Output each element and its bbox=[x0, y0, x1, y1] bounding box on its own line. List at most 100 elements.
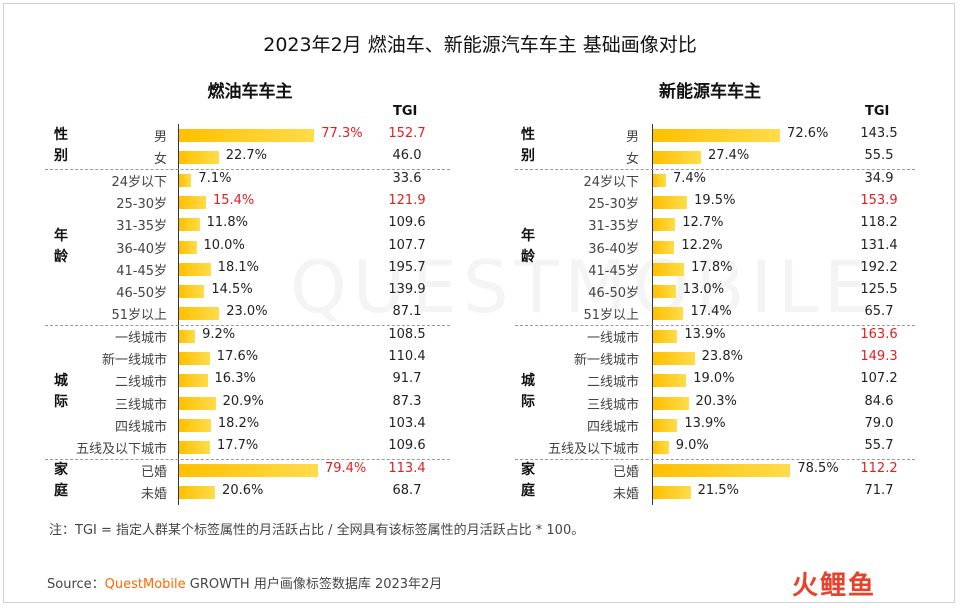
ev-category-label: 三线城市 bbox=[586, 397, 639, 413]
ev-value-label: 9.0% bbox=[675, 438, 709, 454]
fuel-category-label: 已婚 bbox=[140, 464, 167, 480]
fuel-bar bbox=[179, 485, 216, 499]
fuel-value-label: 11.8% bbox=[206, 215, 248, 231]
fuel-category-label: 一线城市 bbox=[114, 330, 167, 346]
source-brand: QuestMobile bbox=[104, 577, 186, 592]
ev-tgi-value: 34.9 bbox=[864, 170, 894, 186]
fuel-bar bbox=[179, 307, 220, 321]
fuel-bar bbox=[179, 463, 318, 477]
fuel-category-label: 36-40岁 bbox=[116, 241, 167, 257]
ev-category-label: 五线及以下城市 bbox=[547, 442, 639, 458]
fuel-category-label: 41-45岁 bbox=[116, 263, 167, 279]
fuel-category-label: 46-50岁 bbox=[116, 286, 167, 302]
fuel-bar bbox=[179, 374, 208, 388]
fuel-category-label: 三线城市 bbox=[114, 397, 167, 413]
chart-title: 2023年2月 燃油车、新能源汽车车主 基础画像对比 bbox=[263, 34, 697, 56]
ev-bar bbox=[653, 262, 685, 276]
ev-value-label: 72.6% bbox=[787, 126, 829, 141]
ev-group-divider bbox=[515, 168, 915, 170]
brand-logo: 火鲤鱼 bbox=[792, 571, 877, 601]
ev-tgi-value: 107.2 bbox=[860, 371, 898, 387]
fuel-tgi-value: 113.4 bbox=[388, 460, 426, 476]
fuel-value-label: 23.0% bbox=[226, 304, 268, 320]
watermark: QUESTMOBILE bbox=[290, 245, 876, 329]
ev-tgi-value: 65.7 bbox=[864, 304, 894, 320]
ev-group-label: 城际 bbox=[521, 372, 535, 410]
fuel-value-label: 17.7% bbox=[216, 438, 259, 454]
fuel-tgi-value: 109.6 bbox=[388, 215, 426, 231]
ev-bar bbox=[653, 195, 688, 209]
fuel-tgi-value: 121.9 bbox=[388, 192, 426, 208]
ev-value-label: 19.5% bbox=[694, 192, 736, 208]
fuel-value-label: 15.4% bbox=[212, 192, 255, 208]
ev-panel-title: 新能源车车主 bbox=[659, 82, 761, 102]
fuel-tgi-value: 87.1 bbox=[392, 304, 422, 320]
ev-bar bbox=[653, 307, 684, 321]
fuel-tgi-value: 91.7 bbox=[392, 371, 422, 387]
ev-value-label: 12.7% bbox=[682, 215, 724, 231]
fuel-category-label: 新一线城市 bbox=[101, 353, 167, 368]
ev-tgi-value: 55.5 bbox=[864, 148, 894, 164]
ev-group-label: 性别 bbox=[521, 127, 535, 165]
ev-tgi-value: 143.5 bbox=[860, 126, 898, 141]
ev-bar bbox=[653, 240, 675, 254]
fuel-group-divider bbox=[45, 458, 450, 460]
ev-value-label: 78.5% bbox=[797, 460, 839, 476]
fuel-value-label: 9.2% bbox=[202, 326, 236, 342]
fuel-bar bbox=[179, 441, 210, 455]
ev-tgi-value: 131.4 bbox=[860, 237, 898, 253]
fuel-tgi-value: 109.6 bbox=[388, 438, 426, 454]
ev-bar bbox=[653, 285, 676, 299]
ev-group-label: 家庭 bbox=[521, 461, 535, 499]
ev-tgi-header: TGI bbox=[865, 104, 890, 119]
fuel-tgi-value: 46.0 bbox=[392, 148, 422, 164]
fuel-group-divider bbox=[45, 168, 450, 170]
ev-value-label: 13.9% bbox=[684, 326, 726, 342]
ev-tgi-value: 71.7 bbox=[864, 482, 894, 498]
ev-category-label: 36-40岁 bbox=[588, 241, 639, 257]
ev-category-label: 新一线城市 bbox=[573, 353, 639, 368]
ev-tgi-value: 118.2 bbox=[860, 215, 898, 231]
fuel-category-label: 25-30岁 bbox=[116, 196, 167, 212]
fuel-bar bbox=[179, 129, 315, 142]
fuel-category-label: 男 bbox=[153, 130, 167, 145]
ev-value-label: 12.2% bbox=[681, 237, 723, 253]
fuel-category-label: 女 bbox=[153, 152, 167, 168]
fuel-bar bbox=[179, 240, 197, 254]
fuel-bar bbox=[179, 329, 196, 343]
fuel-bar bbox=[179, 173, 192, 187]
ev-category-label: 24岁以下 bbox=[583, 174, 639, 190]
fuel-category-label: 24岁以下 bbox=[111, 174, 167, 190]
ev-tgi-value: 112.2 bbox=[860, 460, 898, 476]
ev-category-label: 41-45岁 bbox=[588, 263, 639, 279]
ev-category-label: 二线城市 bbox=[586, 375, 639, 391]
fuel-axis-line bbox=[178, 124, 179, 506]
ev-bar bbox=[653, 463, 791, 477]
fuel-category-label: 五线及以下城市 bbox=[75, 442, 167, 458]
ev-value-label: 27.4% bbox=[707, 148, 750, 164]
fuel-group-label: 家庭 bbox=[54, 461, 68, 499]
ev-category-label: 51岁以上 bbox=[583, 308, 639, 324]
fuel-value-label: 14.5% bbox=[211, 282, 253, 298]
ev-bar bbox=[653, 485, 691, 499]
ev-bar bbox=[653, 396, 689, 410]
ev-value-label: 17.8% bbox=[691, 259, 733, 275]
footnote: 注：TGI = 指定人群某个标签属性的月活跃占比 / 全网具有该标签属性的月活跃… bbox=[49, 523, 585, 538]
fuel-category-label: 四线城市 bbox=[114, 419, 167, 435]
fuel-group-label: 年龄 bbox=[54, 227, 68, 265]
fuel-tgi-value: 152.7 bbox=[388, 126, 426, 141]
ev-tgi-value: 55.7 bbox=[864, 438, 894, 454]
ev-category-label: 四线城市 bbox=[586, 419, 639, 435]
fuel-bar bbox=[179, 418, 211, 432]
ev-tgi-value: 84.6 bbox=[864, 393, 894, 409]
fuel-group-label: 性别 bbox=[54, 127, 68, 165]
ev-category-label: 31-35岁 bbox=[588, 219, 639, 235]
ev-category-label: 46-50岁 bbox=[588, 286, 639, 302]
ev-value-label: 7.4% bbox=[672, 170, 706, 186]
ev-category-label: 已婚 bbox=[612, 464, 639, 480]
ev-bar bbox=[653, 418, 678, 432]
fuel-category-label: 31-35岁 bbox=[116, 219, 167, 235]
fuel-bar bbox=[179, 285, 205, 299]
fuel-value-label: 20.6% bbox=[222, 482, 264, 498]
fuel-tgi-value: 107.7 bbox=[388, 237, 426, 253]
